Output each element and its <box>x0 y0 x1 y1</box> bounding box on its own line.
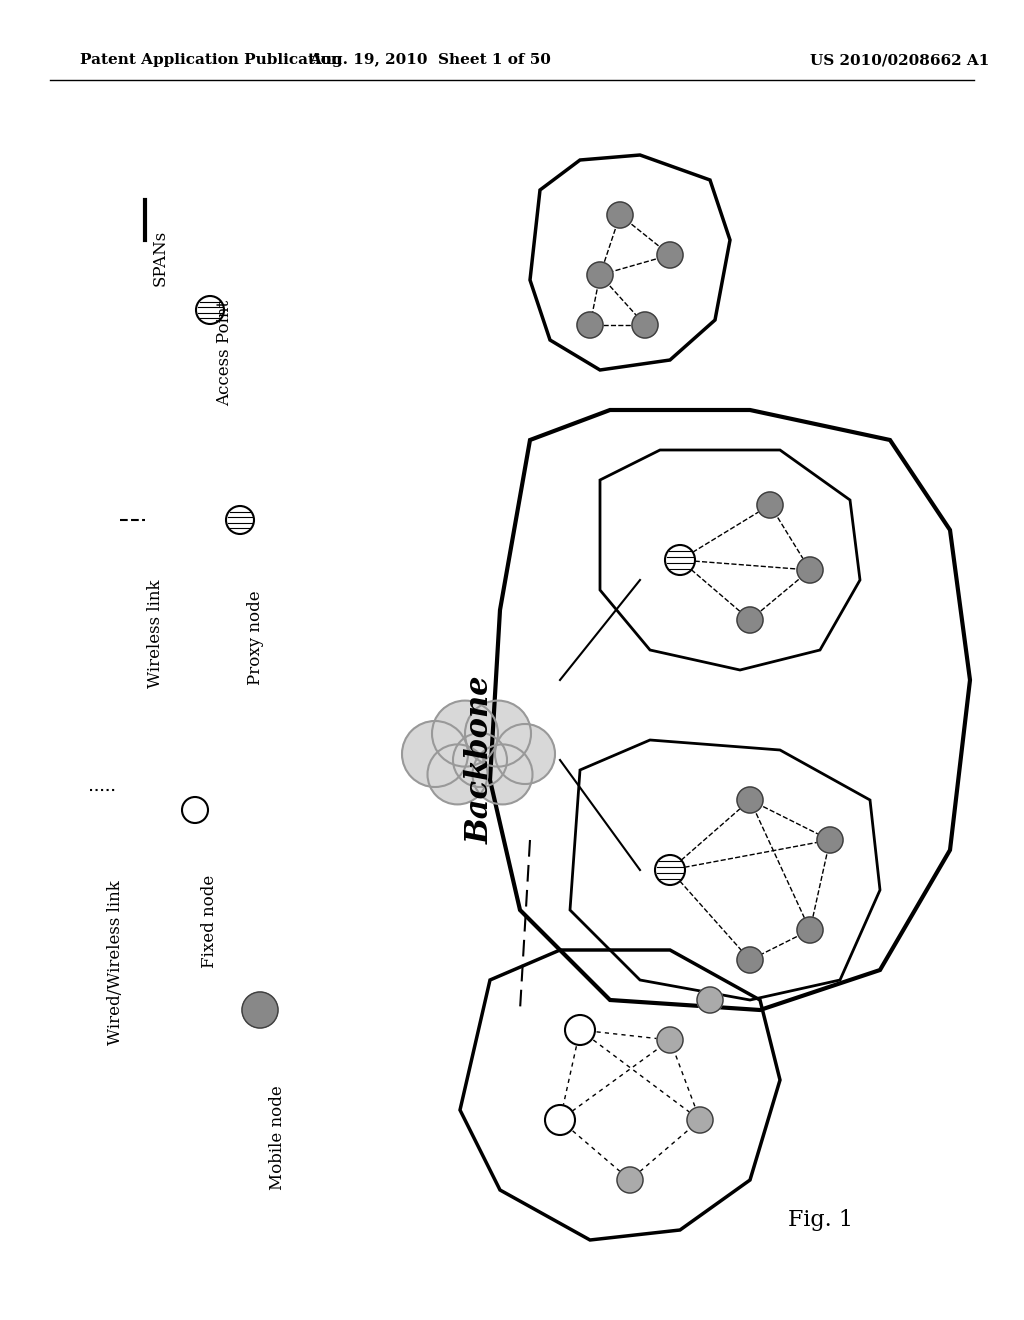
Circle shape <box>495 723 555 784</box>
Circle shape <box>655 855 685 884</box>
Text: Proxy node: Proxy node <box>247 590 263 685</box>
Circle shape <box>797 917 823 942</box>
Text: Aug. 19, 2010  Sheet 1 of 50: Aug. 19, 2010 Sheet 1 of 50 <box>309 53 551 67</box>
Circle shape <box>737 787 763 813</box>
Text: Wired/Wireless link: Wired/Wireless link <box>106 880 124 1044</box>
Text: Backbone: Backbone <box>465 676 496 845</box>
Circle shape <box>565 1015 595 1045</box>
Circle shape <box>226 506 254 535</box>
Text: Wireless link: Wireless link <box>146 579 164 689</box>
Circle shape <box>817 828 843 853</box>
Text: US 2010/0208662 A1: US 2010/0208662 A1 <box>810 53 989 67</box>
Circle shape <box>242 993 278 1028</box>
Circle shape <box>657 1027 683 1053</box>
Circle shape <box>797 557 823 583</box>
Circle shape <box>427 744 487 804</box>
Text: Mobile node: Mobile node <box>269 1085 287 1189</box>
Circle shape <box>453 733 507 787</box>
Text: Patent Application Publication: Patent Application Publication <box>80 53 342 67</box>
Circle shape <box>665 545 695 576</box>
Text: SPANs: SPANs <box>152 230 169 286</box>
Circle shape <box>577 312 603 338</box>
Circle shape <box>587 261 613 288</box>
Circle shape <box>757 492 783 517</box>
Text: Fixed node: Fixed node <box>202 875 218 969</box>
Circle shape <box>737 607 763 634</box>
Circle shape <box>632 312 658 338</box>
Circle shape <box>465 701 531 767</box>
Circle shape <box>402 721 468 787</box>
Circle shape <box>432 701 498 767</box>
Circle shape <box>657 242 683 268</box>
Circle shape <box>697 987 723 1012</box>
Circle shape <box>607 202 633 228</box>
Circle shape <box>196 296 224 323</box>
Circle shape <box>737 946 763 973</box>
Text: Access Point: Access Point <box>216 300 233 407</box>
Circle shape <box>182 797 208 822</box>
Circle shape <box>545 1105 575 1135</box>
Circle shape <box>687 1107 713 1133</box>
Circle shape <box>617 1167 643 1193</box>
Circle shape <box>472 744 532 804</box>
Text: Fig. 1: Fig. 1 <box>787 1209 853 1232</box>
